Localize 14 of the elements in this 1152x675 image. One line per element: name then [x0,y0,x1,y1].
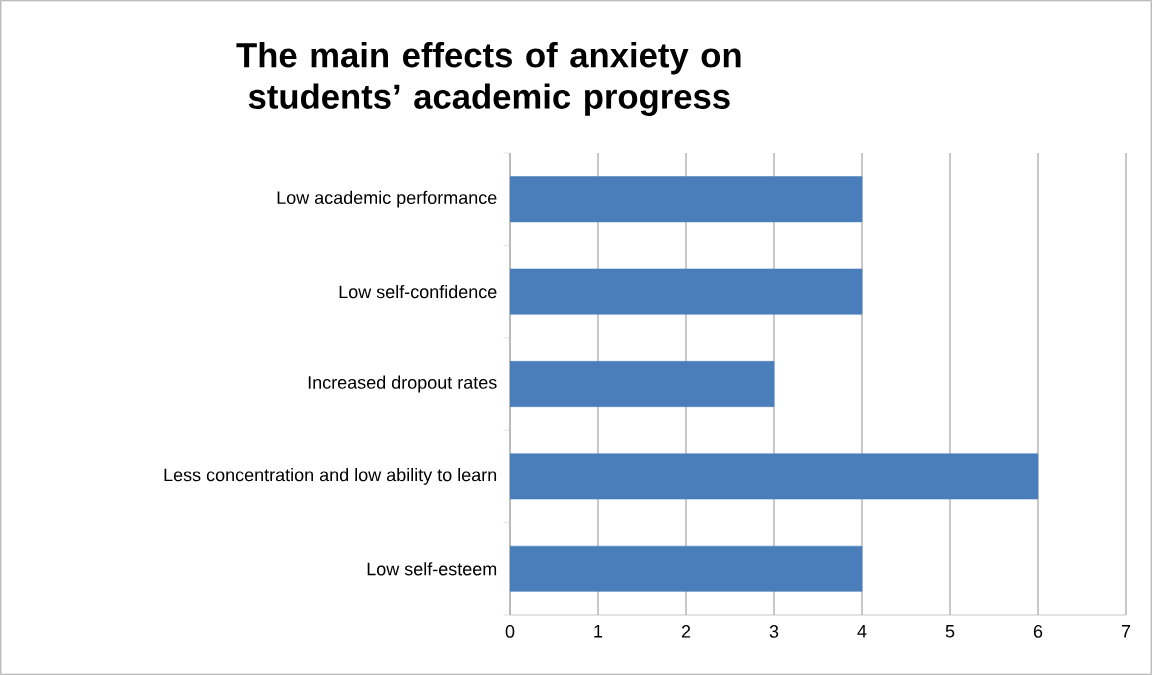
y-tick-label: Less concentration and low ability to learn [164,468,497,485]
x-tick-label: 2 [681,625,691,638]
x-tick-label: 1 [594,625,603,638]
x-tick-label: 3 [769,625,779,638]
y-tick-label: Low self-esteem [367,562,497,576]
x-tick-label: 5 [945,625,955,638]
x-tick-label: 7 [1121,625,1131,638]
x-tick-label: 4 [857,625,867,638]
y-tick-label: Low academic performance [277,190,497,208]
x-tick-label: 6 [1033,625,1043,638]
x-tick-label: 0 [505,625,515,638]
y-tick-label: Low self-confidence [339,284,497,299]
y-tick-label: Increased dropout rates [308,375,497,393]
chart-title: The main effects of anxiety on students’ academic progress [236,42,741,116]
